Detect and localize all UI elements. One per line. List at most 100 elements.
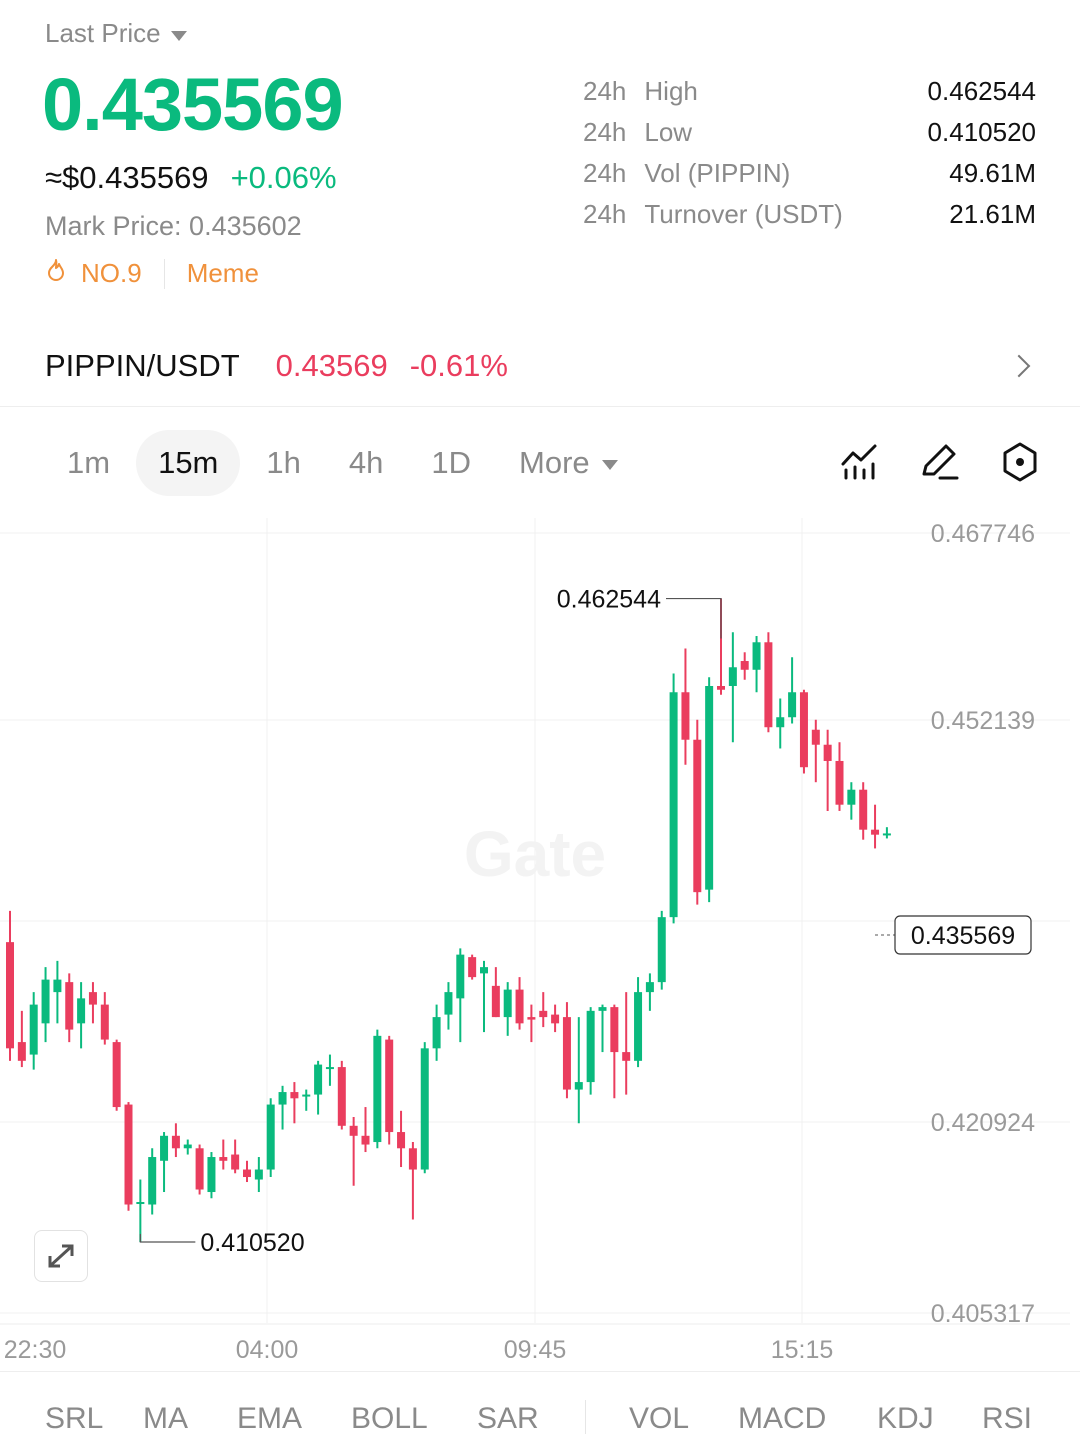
y-axis-label: 0.420924 [931, 1109, 1035, 1137]
candle [586, 1007, 595, 1095]
pair-change: -0.61% [409, 348, 508, 383]
stat-value: 21.61M [949, 199, 1036, 229]
candle [29, 992, 38, 1070]
candle-body [302, 1094, 311, 1097]
tab-1m[interactable]: 1m [67, 445, 111, 480]
candle [456, 948, 465, 1043]
indicator-divider [585, 1400, 586, 1434]
candle-body [752, 642, 761, 670]
candle-body [527, 1017, 536, 1020]
stat-label: Vol (PIPPIN) [644, 158, 791, 188]
indicator-ema[interactable]: EMA [237, 1402, 303, 1435]
settings-icon[interactable] [998, 440, 1042, 484]
candle [645, 973, 654, 1011]
high-marker-label: 0.462544 [557, 586, 661, 614]
candle-body [551, 1014, 560, 1024]
pair-price: 0.43569 [275, 348, 388, 383]
indicators-icon[interactable] [838, 440, 882, 484]
candle-body [871, 829, 880, 835]
mark-price-value: 0.435602 [189, 211, 302, 241]
candle [574, 1017, 583, 1124]
candle [539, 992, 548, 1028]
candle-body [586, 1010, 595, 1083]
candle-body [397, 1132, 406, 1149]
tab-4h[interactable]: 4h [348, 445, 384, 480]
category-tag[interactable]: Meme [186, 258, 259, 288]
caret-down-icon [601, 460, 618, 470]
x-axis-label: 04:00 [236, 1336, 299, 1364]
candle-body [136, 1202, 145, 1205]
fire-icon [45, 258, 67, 289]
candle-body [705, 686, 714, 890]
candle-body [468, 957, 477, 978]
candle [290, 1082, 299, 1124]
stat-label: Low [644, 117, 693, 147]
candle-body [645, 982, 654, 993]
candle-body [491, 985, 500, 1018]
indicator-sar[interactable]: SAR [477, 1402, 539, 1435]
tab-1d[interactable]: 1D [431, 445, 471, 480]
tab-15m[interactable]: 15m [136, 430, 241, 496]
candle-body [693, 739, 702, 893]
candle [349, 1117, 358, 1186]
fullscreen-button[interactable] [34, 1230, 88, 1282]
stat-period: 24h [583, 199, 627, 229]
current-price-label: 0.435569 [911, 922, 1015, 950]
candle-body [160, 1135, 169, 1161]
stat-row-volume: 24h Vol (PIPPIN) 49.61M [583, 156, 1036, 197]
candle [420, 1042, 429, 1174]
candle-body [349, 1125, 358, 1136]
usd-price: ≈$0.435569 [45, 160, 209, 195]
candle [160, 1132, 169, 1193]
x-axis-label: 15:15 [771, 1336, 834, 1364]
indicator-rsi[interactable]: RSI [982, 1402, 1033, 1435]
tab-1h[interactable]: 1h [266, 445, 301, 480]
candle [361, 1107, 370, 1153]
candle [136, 1179, 145, 1242]
stat-row-high: 24h High 0.462544 [583, 74, 1036, 115]
candle [835, 742, 844, 811]
candle-body [432, 1017, 441, 1049]
x-axis-label: 22:30 [4, 1336, 67, 1364]
indicator-srl[interactable]: SRL [45, 1402, 104, 1435]
candle [776, 698, 785, 749]
candle-body [314, 1064, 323, 1095]
candle [6, 910, 14, 1061]
candle [302, 1089, 311, 1111]
indicator-kdj[interactable]: KDJ [877, 1402, 934, 1435]
y-axis-label: 0.405317 [931, 1300, 1035, 1328]
candlestick-chart[interactable]: Gate 0.462544 0.410520 0.467746 0.452139 0.… [0, 518, 1080, 1368]
last-price-value: 0.435569 [42, 63, 344, 146]
x-axis-label: 09:45 [504, 1336, 567, 1364]
indicator-ma[interactable]: MA [143, 1402, 188, 1435]
candle [562, 1002, 571, 1099]
tag-divider [163, 258, 165, 289]
more-timeframes-dropdown[interactable]: More [497, 445, 618, 481]
mark-price-label: Mark Price: [45, 211, 182, 241]
indicator-macd[interactable]: MACD [738, 1402, 827, 1435]
stat-period: 24h [583, 158, 627, 188]
candle-body [278, 1092, 287, 1105]
last-price-dropdown[interactable]: Last Price [45, 18, 187, 49]
rank-tag[interactable]: NO.9 [81, 258, 142, 288]
indicator-boll[interactable]: BOLL [351, 1402, 428, 1435]
candle [278, 1085, 287, 1130]
candle-body [41, 979, 50, 1024]
candle [65, 973, 74, 1043]
draw-icon[interactable] [918, 440, 962, 484]
stats-panel: 24h High 0.462544 24h Low 0.410520 24h Vol … [583, 74, 1036, 238]
indicator-vol[interactable]: VOL [629, 1402, 690, 1435]
candle-body [847, 789, 856, 805]
candle [17, 1010, 26, 1068]
pair-symbol: PIPPIN/USDT [45, 348, 240, 383]
candle [112, 1039, 121, 1111]
candle-body [231, 1154, 240, 1170]
spot-pair-row[interactable]: PIPPIN/USDT 0.43569 -0.61% [45, 344, 1035, 388]
candle [752, 636, 761, 693]
candle [527, 1004, 536, 1043]
candle [77, 982, 86, 1049]
candle [480, 960, 488, 1033]
candle [634, 977, 643, 1068]
candle [503, 982, 512, 1036]
candle [148, 1148, 157, 1215]
